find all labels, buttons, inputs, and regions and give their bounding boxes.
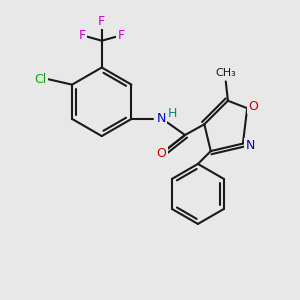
Text: Cl: Cl (34, 73, 46, 86)
Text: F: F (118, 29, 124, 42)
Text: H: H (167, 107, 177, 120)
Text: CH₃: CH₃ (215, 68, 236, 78)
Text: O: O (249, 100, 259, 112)
Text: N: N (246, 139, 255, 152)
Text: F: F (98, 15, 105, 28)
Text: F: F (79, 29, 86, 42)
Text: N: N (157, 112, 166, 125)
Text: O: O (157, 147, 166, 160)
